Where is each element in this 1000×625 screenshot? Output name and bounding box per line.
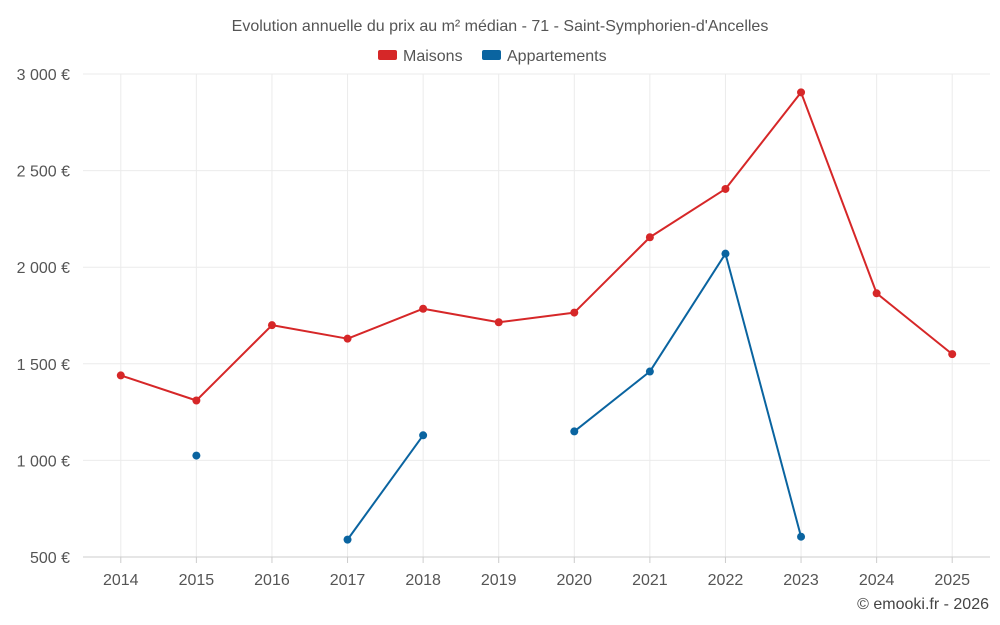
grid: [83, 73, 990, 557]
data-point-maisons: [948, 350, 957, 359]
legend-swatch-appartements: [482, 50, 501, 60]
x-tick-label: 2019: [481, 572, 517, 589]
footer-credit: © emooki.fr - 2026: [857, 596, 989, 613]
y-tick-label: 3 000 €: [17, 67, 70, 84]
x-tick-label: 2021: [632, 572, 668, 589]
x-tick-label: 2017: [330, 572, 366, 589]
data-point-maisons: [570, 308, 579, 317]
series-line-maisons: [120, 91, 953, 402]
x-tick-label: 2020: [556, 572, 592, 589]
data-point-appartements: [419, 431, 428, 440]
x-tick-label: 2015: [179, 572, 215, 589]
series-line-appartements: [346, 434, 424, 541]
x-tick-label: 2022: [708, 572, 744, 589]
data-point-maisons: [419, 304, 428, 313]
data-point-appartements: [797, 532, 806, 541]
legend-label-appartements: Appartements: [507, 48, 607, 65]
data-point-maisons: [192, 396, 201, 405]
x-tick-label: 2018: [405, 572, 441, 589]
x-tick-label: 2025: [934, 572, 970, 589]
legend-item-maisons[interactable]: Maisons: [378, 48, 463, 65]
data-point-maisons: [797, 88, 806, 97]
data-point-maisons: [343, 334, 352, 343]
y-tick-label: 500 €: [30, 550, 70, 567]
data-point-maisons: [267, 321, 276, 330]
x-tick-label: 2014: [103, 572, 139, 589]
legend-swatch-maisons: [378, 50, 397, 60]
legend-label-maisons: Maisons: [403, 48, 463, 65]
data-point-maisons: [721, 184, 730, 193]
legend-item-appartements[interactable]: Appartements: [482, 48, 607, 65]
data-point-maisons: [116, 371, 125, 380]
data-point-maisons: [494, 318, 503, 327]
data-point-appartements: [645, 367, 654, 376]
data-point-appartements: [721, 249, 730, 258]
y-tick-label: 2 500 €: [17, 164, 70, 181]
axes: 500 € 1 000 € 1 500 € 2 000 € 2 500 € 3 000 €…: [17, 67, 990, 589]
legend: Maisons Appartements: [378, 48, 607, 65]
series: [116, 88, 957, 544]
data-point-maisons: [645, 233, 654, 242]
chart-title: Evolution annuelle du prix au m² médian …: [232, 18, 769, 35]
data-point-appartements: [570, 427, 579, 436]
x-tick-label: 2016: [254, 572, 290, 589]
series-line-appartements: [573, 252, 803, 537]
data-point-appartements: [343, 535, 352, 544]
x-tick-label: 2024: [859, 572, 895, 589]
data-point-appartements: [192, 451, 201, 460]
y-tick-label: 1 000 €: [17, 453, 70, 470]
y-tick-label: 2 000 €: [17, 260, 70, 277]
x-tick-label: 2023: [783, 572, 819, 589]
data-point-maisons: [872, 289, 881, 298]
y-tick-label: 1 500 €: [17, 357, 70, 374]
